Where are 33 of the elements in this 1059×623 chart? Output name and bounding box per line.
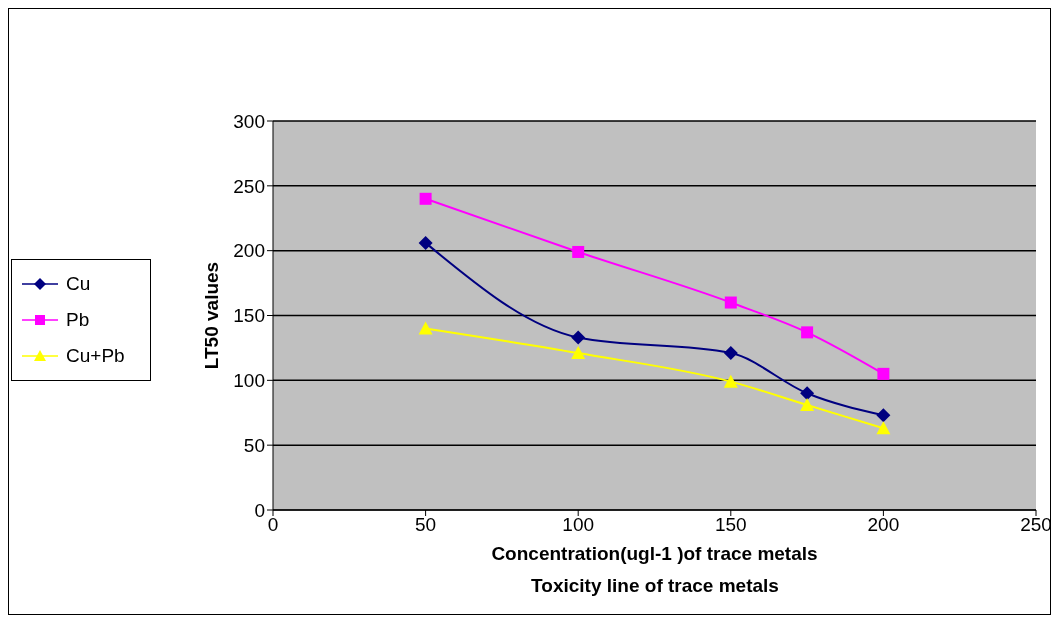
point	[801, 326, 814, 339]
point	[876, 421, 891, 435]
point	[723, 346, 738, 361]
point	[572, 245, 585, 258]
point	[418, 235, 433, 250]
text: Toxicity line of trace metals	[530, 575, 780, 597]
y-tick-label: 250	[233, 175, 265, 197]
point	[876, 408, 891, 423]
point	[877, 367, 890, 380]
point	[800, 386, 815, 401]
x-tick-label: 100	[562, 514, 595, 536]
y-axis-title: LT50 values	[200, 261, 222, 370]
legend-label: Cu+Pb	[66, 345, 125, 367]
x-tick-label: 0	[267, 514, 279, 536]
y-tick-label: 0	[254, 499, 265, 521]
point	[723, 374, 738, 388]
y-tick-label: 100	[233, 370, 265, 392]
y-tick-label: 200	[233, 240, 265, 262]
y-tick-label: 300	[233, 110, 265, 132]
point	[800, 397, 815, 411]
point	[418, 321, 433, 335]
point	[571, 346, 586, 360]
x-tick-label: 200	[867, 514, 900, 536]
point	[419, 192, 432, 205]
point	[724, 296, 737, 309]
legend-label: Cu	[66, 273, 91, 295]
x-tick-label: 50	[415, 514, 437, 536]
x-tick-label: 150	[714, 514, 747, 536]
legend-label: Pb	[66, 309, 90, 331]
x-axis-title: Concentration(ugl-1 )of trace metals	[491, 543, 818, 564]
y-tick-label: 50	[243, 434, 265, 456]
y-tick-label: 150	[233, 305, 265, 327]
point	[571, 330, 586, 345]
